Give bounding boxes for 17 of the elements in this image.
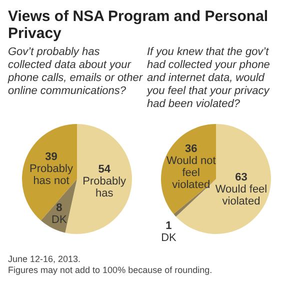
slice-label: Probably has	[82, 176, 127, 200]
slice-label: Probably has not	[30, 162, 74, 187]
chart-subtitle: Gov’t probably has collected data about your phone calls, emails or other online communications?	[8, 46, 144, 99]
data-label: 39	[45, 150, 58, 163]
data-label: 8	[56, 202, 62, 214]
chart-title: Views of NSA Program and Personal Privacy	[8, 8, 270, 42]
slice-label: Would feel violated	[215, 183, 268, 208]
data-label: 54	[98, 164, 112, 176]
data-label: 36	[184, 142, 198, 155]
slice-label: DK	[161, 232, 178, 244]
text: June 12-16, 2013.	[8, 254, 82, 265]
slice-label: Would not feel violated	[166, 154, 216, 191]
data-label: 63	[235, 171, 248, 184]
text: Figures may not add to 100% because of rounding.	[8, 265, 214, 276]
data-label: 1	[166, 220, 172, 232]
chart-subtitle: If you knew that the gov’t had collected your phone and internet data, would you feel that your privacy had been violated?	[147, 46, 271, 110]
slice-label: DK	[52, 214, 68, 226]
